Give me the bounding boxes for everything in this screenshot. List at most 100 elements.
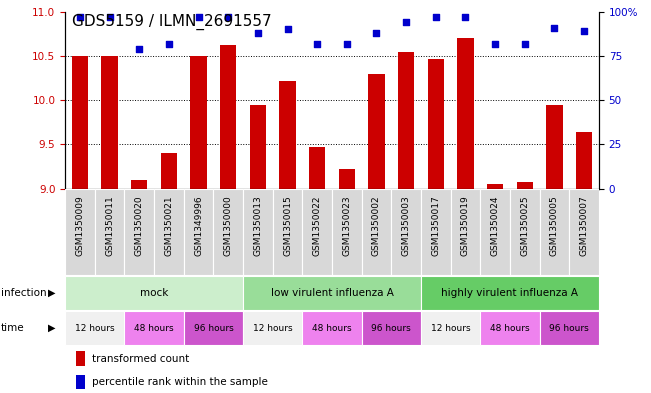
Bar bbox=[65, 189, 95, 275]
Point bbox=[283, 26, 293, 33]
Text: GDS5159 / ILMN_2691557: GDS5159 / ILMN_2691557 bbox=[72, 14, 271, 30]
Bar bbox=[368, 73, 385, 189]
Bar bbox=[362, 189, 391, 275]
Point bbox=[401, 19, 411, 26]
Point bbox=[549, 24, 560, 31]
Bar bbox=[398, 51, 414, 189]
Text: GSM1350019: GSM1350019 bbox=[461, 196, 470, 256]
Bar bbox=[214, 189, 243, 275]
Text: 48 hours: 48 hours bbox=[490, 324, 530, 332]
Bar bbox=[302, 311, 362, 345]
Point bbox=[253, 30, 263, 36]
Text: GSM1350005: GSM1350005 bbox=[550, 196, 559, 256]
Bar bbox=[540, 189, 569, 275]
Text: GSM1350002: GSM1350002 bbox=[372, 196, 381, 256]
Bar bbox=[546, 105, 562, 189]
Bar bbox=[76, 351, 85, 365]
Bar bbox=[243, 189, 273, 275]
Bar bbox=[480, 189, 510, 275]
Text: GSM1349996: GSM1349996 bbox=[194, 196, 203, 256]
Bar bbox=[95, 189, 124, 275]
Point bbox=[519, 40, 530, 47]
Bar bbox=[391, 189, 421, 275]
Bar bbox=[480, 311, 540, 345]
Bar bbox=[421, 311, 480, 345]
Point bbox=[75, 14, 85, 20]
Bar bbox=[220, 46, 236, 189]
Bar bbox=[184, 189, 214, 275]
Bar bbox=[190, 56, 207, 189]
Text: low virulent influenza A: low virulent influenza A bbox=[271, 288, 393, 298]
Bar bbox=[102, 56, 118, 189]
Bar bbox=[243, 276, 421, 310]
Bar bbox=[124, 311, 184, 345]
Bar bbox=[332, 189, 362, 275]
Text: GSM1350003: GSM1350003 bbox=[402, 196, 411, 256]
Bar bbox=[250, 105, 266, 189]
Text: GSM1350021: GSM1350021 bbox=[165, 196, 173, 256]
Bar bbox=[569, 189, 599, 275]
Point bbox=[342, 40, 352, 47]
Bar bbox=[428, 59, 444, 189]
Text: infection: infection bbox=[1, 288, 46, 298]
Bar bbox=[131, 180, 147, 189]
Bar bbox=[339, 169, 355, 189]
Bar bbox=[487, 184, 503, 189]
Bar bbox=[154, 189, 184, 275]
Text: 96 hours: 96 hours bbox=[193, 324, 233, 332]
Point bbox=[371, 30, 381, 36]
Bar bbox=[65, 276, 243, 310]
Text: transformed count: transformed count bbox=[92, 354, 189, 364]
Point bbox=[579, 28, 589, 34]
Text: ▶: ▶ bbox=[48, 323, 55, 333]
Point bbox=[430, 14, 441, 20]
Bar bbox=[273, 189, 302, 275]
Bar bbox=[421, 189, 450, 275]
Bar bbox=[362, 311, 421, 345]
Text: 12 hours: 12 hours bbox=[431, 324, 471, 332]
Text: highly virulent influenza A: highly virulent influenza A bbox=[441, 288, 579, 298]
Point bbox=[312, 40, 322, 47]
Bar bbox=[184, 311, 243, 345]
Text: percentile rank within the sample: percentile rank within the sample bbox=[92, 377, 268, 387]
Text: GSM1350009: GSM1350009 bbox=[76, 196, 85, 256]
Text: time: time bbox=[1, 323, 24, 333]
Text: GSM1350023: GSM1350023 bbox=[342, 196, 352, 256]
Bar bbox=[421, 276, 599, 310]
Text: GSM1350024: GSM1350024 bbox=[491, 196, 499, 256]
Text: 12 hours: 12 hours bbox=[253, 324, 292, 332]
Text: 96 hours: 96 hours bbox=[549, 324, 589, 332]
Bar bbox=[124, 189, 154, 275]
Point bbox=[490, 40, 501, 47]
Text: 48 hours: 48 hours bbox=[312, 324, 352, 332]
Text: GSM1350007: GSM1350007 bbox=[579, 196, 589, 256]
Bar bbox=[76, 375, 85, 389]
Bar bbox=[457, 39, 474, 189]
Text: 96 hours: 96 hours bbox=[372, 324, 411, 332]
Bar bbox=[576, 132, 592, 189]
Bar bbox=[65, 311, 124, 345]
Text: GSM1350000: GSM1350000 bbox=[224, 196, 232, 256]
Bar bbox=[517, 182, 533, 189]
Text: GSM1350015: GSM1350015 bbox=[283, 196, 292, 256]
Bar bbox=[540, 311, 599, 345]
Text: mock: mock bbox=[140, 288, 168, 298]
Bar bbox=[450, 189, 480, 275]
Bar bbox=[302, 189, 332, 275]
Bar bbox=[510, 189, 540, 275]
Point bbox=[460, 14, 471, 20]
Text: GSM1350011: GSM1350011 bbox=[105, 196, 114, 256]
Point bbox=[223, 14, 234, 20]
Point bbox=[104, 14, 115, 20]
Text: GSM1350020: GSM1350020 bbox=[135, 196, 144, 256]
Text: GSM1350013: GSM1350013 bbox=[253, 196, 262, 256]
Text: 12 hours: 12 hours bbox=[75, 324, 115, 332]
Text: ▶: ▶ bbox=[48, 288, 55, 298]
Point bbox=[193, 14, 204, 20]
Bar bbox=[161, 153, 177, 189]
Point bbox=[163, 40, 174, 47]
Text: GSM1350025: GSM1350025 bbox=[520, 196, 529, 256]
Text: GSM1350022: GSM1350022 bbox=[312, 196, 322, 256]
Bar bbox=[72, 56, 88, 189]
Bar bbox=[279, 81, 296, 189]
